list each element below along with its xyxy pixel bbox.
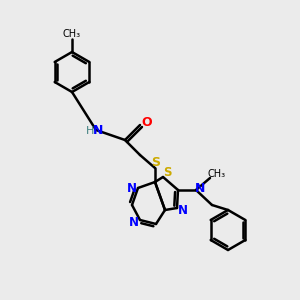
Text: CH₃: CH₃	[208, 169, 226, 179]
Text: N: N	[127, 182, 137, 194]
Text: H: H	[86, 126, 94, 136]
Text: N: N	[178, 203, 188, 217]
Text: S: S	[152, 157, 160, 169]
Text: N: N	[93, 124, 103, 137]
Text: N: N	[129, 215, 139, 229]
Text: O: O	[142, 116, 152, 130]
Text: S: S	[163, 167, 171, 179]
Text: CH₃: CH₃	[63, 29, 81, 39]
Text: N: N	[195, 182, 205, 194]
